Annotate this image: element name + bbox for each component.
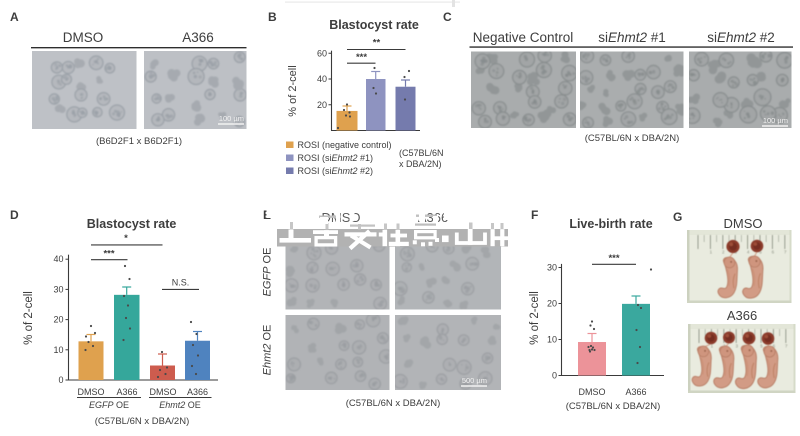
svg-text:(C57BL/6N x DBA/2N): (C57BL/6N x DBA/2N) xyxy=(566,401,661,412)
svg-text:40: 40 xyxy=(317,74,327,84)
svg-text:20: 20 xyxy=(53,315,63,325)
svg-text:6: 6 xyxy=(772,250,775,255)
svg-text:10: 10 xyxy=(547,335,557,345)
svg-text:***: *** xyxy=(608,253,619,264)
svg-text:DMSO: DMSO xyxy=(150,387,177,397)
svg-text:F: F xyxy=(531,208,538,222)
svg-text:4: 4 xyxy=(747,250,750,255)
svg-text:B: B xyxy=(268,10,277,24)
svg-text:A366: A366 xyxy=(187,387,208,397)
svg-text:Negative Control: Negative Control xyxy=(473,30,574,45)
svg-text:20: 20 xyxy=(547,299,557,309)
svg-text:Live-birth rate: Live-birth rate xyxy=(569,217,652,231)
svg-text:500 µm: 500 µm xyxy=(462,376,487,385)
svg-text:1: 1 xyxy=(710,250,713,255)
svg-text:DMSO: DMSO xyxy=(63,30,104,45)
svg-text:Ehmt2 OE: Ehmt2 OE xyxy=(159,400,201,410)
svg-text:D: D xyxy=(10,208,19,222)
svg-text:ROSI (siEhmt2 #1): ROSI (siEhmt2 #1) xyxy=(298,153,374,163)
svg-text:(C57BL/6N x DBA/2N): (C57BL/6N x DBA/2N) xyxy=(346,398,441,409)
svg-text:(C57BL/6N: (C57BL/6N xyxy=(399,148,444,158)
svg-text:DMSO: DMSO xyxy=(579,387,606,397)
svg-text:6: 6 xyxy=(773,344,776,349)
svg-text:G: G xyxy=(673,210,682,224)
svg-text:N.S.: N.S. xyxy=(172,278,190,288)
svg-text:40: 40 xyxy=(53,254,63,264)
svg-text:5: 5 xyxy=(759,250,762,255)
svg-text:A366: A366 xyxy=(182,30,214,45)
svg-text:100 µm: 100 µm xyxy=(763,116,788,125)
svg-text:*: * xyxy=(124,233,128,244)
svg-text:Blastocyst rate: Blastocyst rate xyxy=(329,18,419,32)
svg-text:5: 5 xyxy=(760,344,763,349)
svg-text:x DBA/2N): x DBA/2N) xyxy=(399,159,442,169)
svg-text:siEhmt2 #1: siEhmt2 #1 xyxy=(598,30,666,45)
svg-text:***: *** xyxy=(103,249,114,260)
svg-text:100 µm: 100 µm xyxy=(219,114,244,123)
svg-text:DMSO: DMSO xyxy=(78,387,105,397)
svg-text:7: 7 xyxy=(784,250,787,255)
svg-text:% of 2-cell: % of 2-cell xyxy=(23,291,35,345)
svg-text:EGFP OE: EGFP OE xyxy=(89,400,129,410)
svg-text:siEhmt2 #2: siEhmt2 #2 xyxy=(707,30,775,45)
svg-text:(B6D2F1 x B6D2F1): (B6D2F1 x B6D2F1) xyxy=(96,136,182,147)
svg-text:A366: A366 xyxy=(727,308,757,323)
svg-text:% of 2-cell: % of 2-cell xyxy=(529,291,541,345)
svg-text:C: C xyxy=(443,10,452,24)
svg-text:3: 3 xyxy=(735,344,738,349)
svg-text:20: 20 xyxy=(317,100,327,110)
svg-text:DMSO: DMSO xyxy=(724,216,763,231)
svg-text:A366: A366 xyxy=(116,387,137,397)
svg-text:60: 60 xyxy=(317,48,327,58)
svg-text:Blastocyst rate: Blastocyst rate xyxy=(87,217,177,231)
svg-text:0: 0 xyxy=(58,375,63,385)
svg-text:0: 0 xyxy=(552,371,557,381)
svg-text:1: 1 xyxy=(711,344,714,349)
svg-text:EGFP OE: EGFP OE xyxy=(262,248,274,297)
svg-text:A366: A366 xyxy=(625,387,646,397)
svg-text:(C57BL/6N x DBA/2N): (C57BL/6N x DBA/2N) xyxy=(95,416,190,427)
svg-text:30: 30 xyxy=(547,263,557,273)
svg-text:30: 30 xyxy=(53,284,63,294)
svg-text:ROSI (negative control): ROSI (negative control) xyxy=(298,140,392,150)
svg-text:**: ** xyxy=(373,38,381,49)
svg-text:7: 7 xyxy=(785,344,788,349)
svg-text:(C57BL/6N x DBA/2N): (C57BL/6N x DBA/2N) xyxy=(585,133,680,144)
svg-text:Ehmt2 OE: Ehmt2 OE xyxy=(262,325,274,376)
svg-text:10: 10 xyxy=(53,345,63,355)
svg-text:2: 2 xyxy=(722,250,725,255)
svg-text:***: *** xyxy=(356,52,367,63)
svg-text:% of 2-cell: % of 2-cell xyxy=(287,65,299,116)
svg-text:A: A xyxy=(10,10,19,24)
svg-text:ROSI (siEhmt2 #2): ROSI (siEhmt2 #2) xyxy=(298,166,374,176)
